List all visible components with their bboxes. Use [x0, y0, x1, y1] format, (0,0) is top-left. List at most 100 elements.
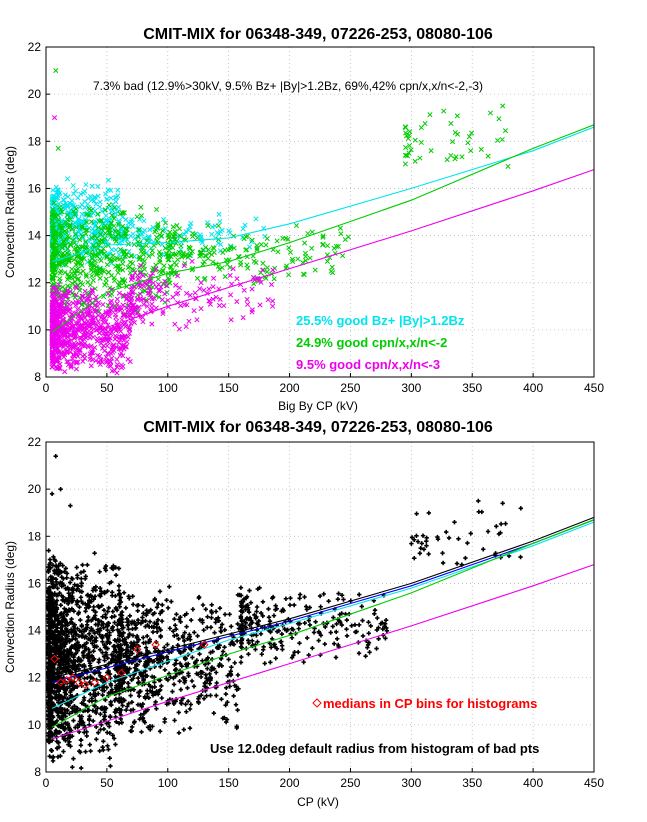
top-cluster-point: [73, 224, 79, 230]
top-cluster-point: [78, 191, 84, 197]
top-cluster-point: [90, 277, 96, 283]
top-cluster-point: [140, 252, 147, 258]
top-cluster-point: [69, 198, 75, 204]
top-cluster-point: [104, 196, 110, 202]
top-cluster-point: [119, 238, 125, 244]
top-x-tick-label: 100: [158, 381, 178, 395]
top-cluster-point: [136, 240, 142, 246]
top-cluster-point: [69, 266, 75, 272]
top-x-tick-label: 400: [523, 381, 543, 395]
top-cluster-point: [120, 257, 126, 263]
top-cluster-point: [65, 176, 71, 182]
top-cluster-point: [103, 213, 109, 219]
top-cluster-point: [89, 183, 95, 189]
top-cluster-point: [113, 199, 119, 205]
top-cluster-point: [120, 267, 126, 273]
top-cluster-point: [116, 251, 122, 258]
top-cluster-point: [77, 270, 83, 276]
top-cluster-point: [88, 230, 95, 236]
top-cluster-point: [79, 211, 85, 217]
top-cluster-point: [72, 188, 79, 194]
top-cluster-point: [95, 211, 101, 217]
top-cluster-point: [95, 193, 101, 199]
top-cluster-point: [114, 256, 120, 262]
top-cluster-point: [97, 266, 103, 273]
top-cluster-point: [157, 257, 163, 263]
top-cluster-point: [160, 228, 166, 234]
bottom-x-tick-label: 150: [219, 776, 239, 790]
top-cluster-point: [76, 216, 82, 222]
top-cluster-point: [83, 227, 89, 233]
top-cluster-point: [84, 219, 90, 225]
top-cluster-point: [79, 263, 85, 269]
top-cluster-point: [115, 187, 121, 193]
top-cluster-point: [58, 268, 64, 274]
top-cluster-point: [135, 233, 141, 240]
top-cluster-point: [88, 219, 95, 225]
top-annotation: 7.3% bad (12.9%>30kV, 9.5% Bz+ |By|>1.2B…: [93, 79, 483, 93]
top-y-tick-label: 18: [28, 134, 42, 148]
top-cluster-point: [65, 283, 71, 289]
top-cluster-point: [89, 235, 95, 241]
top-cluster-point: [95, 225, 101, 231]
top-cluster-point: [79, 233, 85, 239]
top-cluster-point: [110, 252, 116, 258]
top-cluster-point: [149, 251, 155, 257]
top-cluster-point: [80, 190, 86, 196]
bottom-x-tick-label: 450: [584, 776, 604, 790]
bottom-x-tick-label: 0: [43, 776, 50, 790]
bottom-x-tick-label: 400: [523, 776, 543, 790]
top-cluster-point: [248, 239, 255, 245]
top-scatter-panel: CMIT-MIX for 06348-349, 07226-253, 08080…: [3, 26, 604, 413]
top-cluster-point: [58, 231, 64, 237]
top-x-tick-label: 300: [401, 381, 421, 395]
top-cluster-point: [156, 294, 162, 300]
top-x-tick-label: 250: [340, 381, 360, 395]
top-cluster-point: [102, 207, 108, 213]
top-cluster-point: [138, 248, 144, 254]
top-cluster-point: [71, 257, 77, 263]
top-cluster-point: [95, 250, 101, 256]
top-cluster-point: [63, 229, 69, 235]
top-cluster-point: [113, 247, 119, 253]
top-cluster-point: [240, 226, 246, 232]
top-cluster-point: [187, 224, 193, 230]
top-x-tick-label: 150: [219, 381, 239, 395]
top-cluster-point: [95, 270, 101, 276]
top-grid: [46, 47, 594, 377]
top-cluster-point: [64, 233, 70, 240]
top-cluster-point: [159, 233, 165, 239]
top-cluster-point: [109, 207, 116, 213]
top-cluster-point: [108, 187, 114, 193]
top-cluster-point: [60, 202, 66, 208]
top-cluster-point: [103, 276, 109, 282]
top-cluster-point: [162, 220, 169, 226]
top-cluster-point: [106, 202, 112, 208]
top-cluster-point: [136, 254, 142, 260]
bottom-x-tick-label: 250: [340, 776, 360, 790]
bottom-y-axis-label: Convection Radius (deg): [3, 541, 17, 673]
top-cluster-point: [140, 229, 146, 235]
top-cluster-point: [79, 223, 85, 229]
top-cluster-point: [73, 206, 79, 212]
top-cluster-point: [136, 227, 142, 233]
top-cluster-point: [93, 201, 99, 207]
top-cluster-point: [186, 227, 192, 233]
top-cluster-point: [161, 263, 167, 269]
top-cluster-point: [90, 269, 96, 275]
top-cluster-point: [145, 233, 152, 240]
top-cluster-point: [114, 194, 120, 200]
top-cluster-point: [91, 262, 97, 268]
top-x-tick-label: 350: [462, 381, 482, 395]
top-cluster-point: [143, 243, 149, 249]
top-cluster-point: [92, 258, 98, 264]
top-cluster-point: [217, 248, 223, 254]
top-cluster-point: [64, 276, 71, 283]
top-cluster-point: [111, 216, 117, 222]
top-cluster-point: [62, 269, 68, 276]
top-cluster-point: [115, 270, 121, 276]
top-cluster-point: [49, 275, 55, 281]
legend-entry-cyan: 25.5% good Bz+ |By|>1.2Bz: [296, 313, 465, 328]
top-cluster-point: [111, 257, 118, 263]
